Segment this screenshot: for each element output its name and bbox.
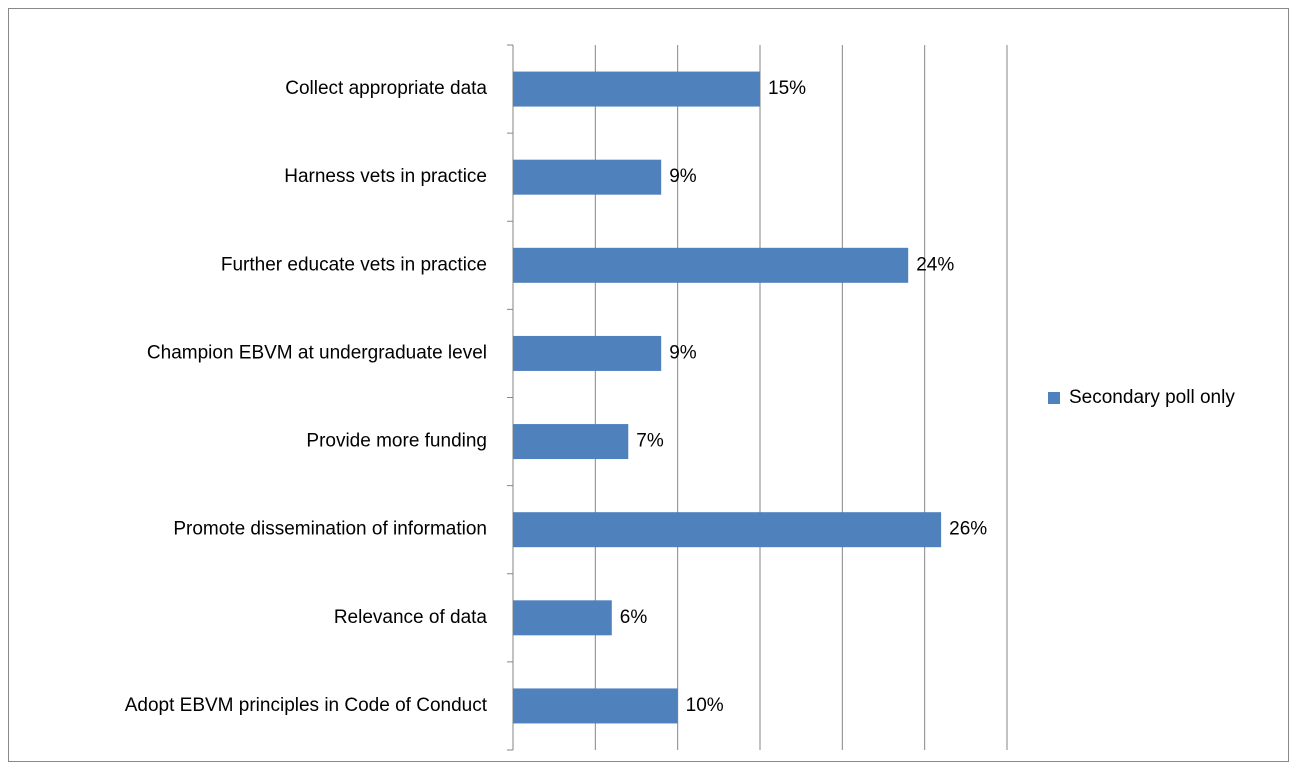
- y-tick-label: Harness vets in practice: [284, 166, 487, 187]
- y-tick-label: Further educate vets in practice: [221, 254, 487, 275]
- bar: [513, 335, 662, 371]
- y-tick-label: Collect appropriate data: [285, 78, 487, 99]
- data-label: 10%: [686, 695, 724, 716]
- y-tick-label: Promote dissemination of information: [173, 519, 487, 540]
- bar: [513, 600, 612, 636]
- data-label: 7%: [636, 431, 664, 452]
- y-tick-label: Relevance of data: [334, 607, 488, 628]
- bar: [513, 688, 678, 724]
- y-tick-label: Provide more funding: [306, 431, 487, 452]
- bar: [513, 247, 909, 283]
- y-tick-label: Adopt EBVM principles in Code of Conduct: [125, 695, 488, 716]
- legend-label: Secondary poll only: [1069, 387, 1235, 408]
- data-label: 26%: [949, 519, 987, 540]
- data-label: 24%: [916, 254, 954, 275]
- bar: [513, 71, 760, 107]
- data-label: 15%: [768, 78, 806, 99]
- legend-swatch: [1048, 392, 1060, 404]
- bar: [513, 512, 942, 548]
- data-label: 9%: [669, 166, 697, 187]
- bar: [513, 424, 629, 460]
- y-tick-label: Champion EBVM at undergraduate level: [147, 342, 487, 363]
- data-label: 6%: [620, 607, 648, 628]
- chart-border: [8, 8, 1289, 762]
- data-label: 9%: [669, 342, 697, 363]
- bar: [513, 159, 662, 195]
